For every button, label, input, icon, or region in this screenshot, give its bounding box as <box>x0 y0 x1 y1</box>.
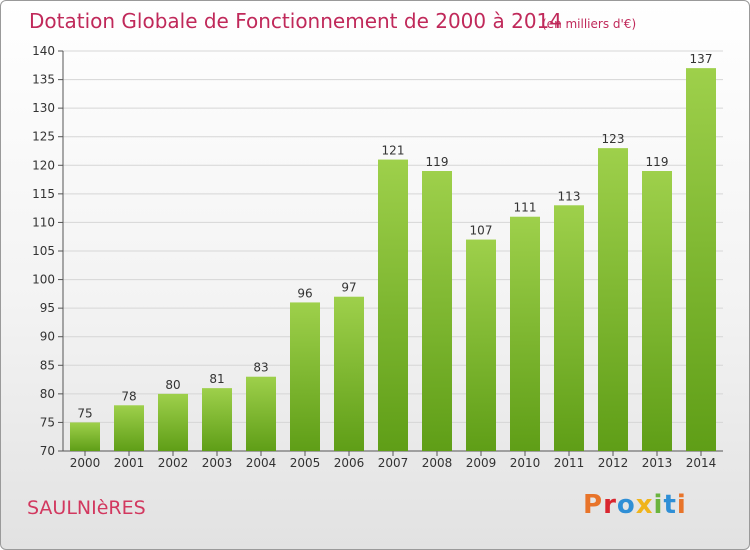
x-tick-labels: 2000 2001 2002 2003 2004 2005 2006 2007 2008 2009… <box>70 456 717 470</box>
bar-2002[interactable] <box>158 393 188 451</box>
y-tick-label: 80 <box>40 387 55 401</box>
y-tick-label: 140 <box>32 44 55 58</box>
x-tick-label: 2005 <box>290 456 321 470</box>
data-label: 123 <box>602 132 625 146</box>
y-tick-label: 90 <box>40 330 55 344</box>
proxiti-logo[interactable]: Proxiti <box>583 490 687 520</box>
data-label: 113 <box>558 189 581 203</box>
data-label: 75 <box>77 406 92 420</box>
y-tick-label: 100 <box>32 273 55 287</box>
chart-title: Dotation Globale de Fonctionnement de 20… <box>29 9 562 33</box>
data-label: 119 <box>646 155 669 169</box>
data-label: 96 <box>297 286 312 300</box>
bar-2011[interactable] <box>554 205 584 451</box>
commune-name: SAULNIèRES <box>27 497 146 519</box>
y-tick-label: 95 <box>40 301 55 315</box>
bar-2004[interactable] <box>246 376 276 451</box>
x-tick-label: 2004 <box>246 456 277 470</box>
bars <box>70 68 716 452</box>
y-tick-label: 120 <box>32 158 55 172</box>
bar-2000[interactable] <box>70 422 100 451</box>
data-label: 97 <box>341 281 356 295</box>
data-label: 137 <box>690 52 713 66</box>
bar-2014[interactable] <box>686 68 716 452</box>
data-label: 111 <box>514 201 537 215</box>
bar-2013[interactable] <box>642 171 672 451</box>
bar-2010[interactable] <box>510 216 540 451</box>
y-tick-label: 135 <box>32 73 55 87</box>
data-label: 81 <box>209 372 224 386</box>
y-tick-label: 70 <box>40 444 55 458</box>
data-label: 119 <box>426 155 449 169</box>
data-label: 80 <box>165 378 180 392</box>
y-tick-label: 130 <box>32 101 55 115</box>
y-tick-label: 85 <box>40 358 55 372</box>
bar-2006[interactable] <box>334 296 364 451</box>
chart-subtitle: (en milliers d'€) <box>542 17 637 31</box>
bar-2001[interactable] <box>114 405 144 451</box>
data-label: 83 <box>253 361 268 375</box>
bar-2009[interactable] <box>466 239 496 451</box>
x-tick-label: 2006 <box>334 456 365 470</box>
x-tick-label: 2012 <box>598 456 629 470</box>
x-tick-label: 2007 <box>378 456 409 470</box>
y-tick-label: 75 <box>40 415 55 429</box>
x-tick-label: 2008 <box>422 456 453 470</box>
x-tick-label: 2010 <box>510 456 541 470</box>
y-tick-label: 110 <box>32 215 55 229</box>
data-label: 107 <box>470 224 493 238</box>
bar-2005[interactable] <box>290 302 320 451</box>
x-tick-label: 2014 <box>686 456 717 470</box>
y-tick-label: 125 <box>32 130 55 144</box>
data-labels: 75 78 80 81 83 96 97 121 119 107 111 113 123 119 137 <box>77 52 712 420</box>
y-tick-label: 115 <box>32 187 55 201</box>
y-tick-labels: 70 75 80 85 90 95 100 105 110 115 120 125 130 135 140 <box>32 44 55 458</box>
bar-2008[interactable] <box>422 171 452 451</box>
x-tick-label: 2000 <box>70 456 101 470</box>
x-tick-label: 2009 <box>466 456 497 470</box>
data-label: 78 <box>121 389 136 403</box>
data-label: 121 <box>382 144 405 158</box>
x-tick-label: 2002 <box>158 456 189 470</box>
x-tick-label: 2013 <box>642 456 673 470</box>
bar-2012[interactable] <box>598 148 628 451</box>
x-tick-label: 2003 <box>202 456 233 470</box>
bar-2007[interactable] <box>378 159 408 452</box>
x-tick-label: 2011 <box>554 456 585 470</box>
bar-2003[interactable] <box>202 388 232 451</box>
x-tick-label: 2001 <box>114 456 145 470</box>
y-tick-label: 105 <box>32 244 55 258</box>
